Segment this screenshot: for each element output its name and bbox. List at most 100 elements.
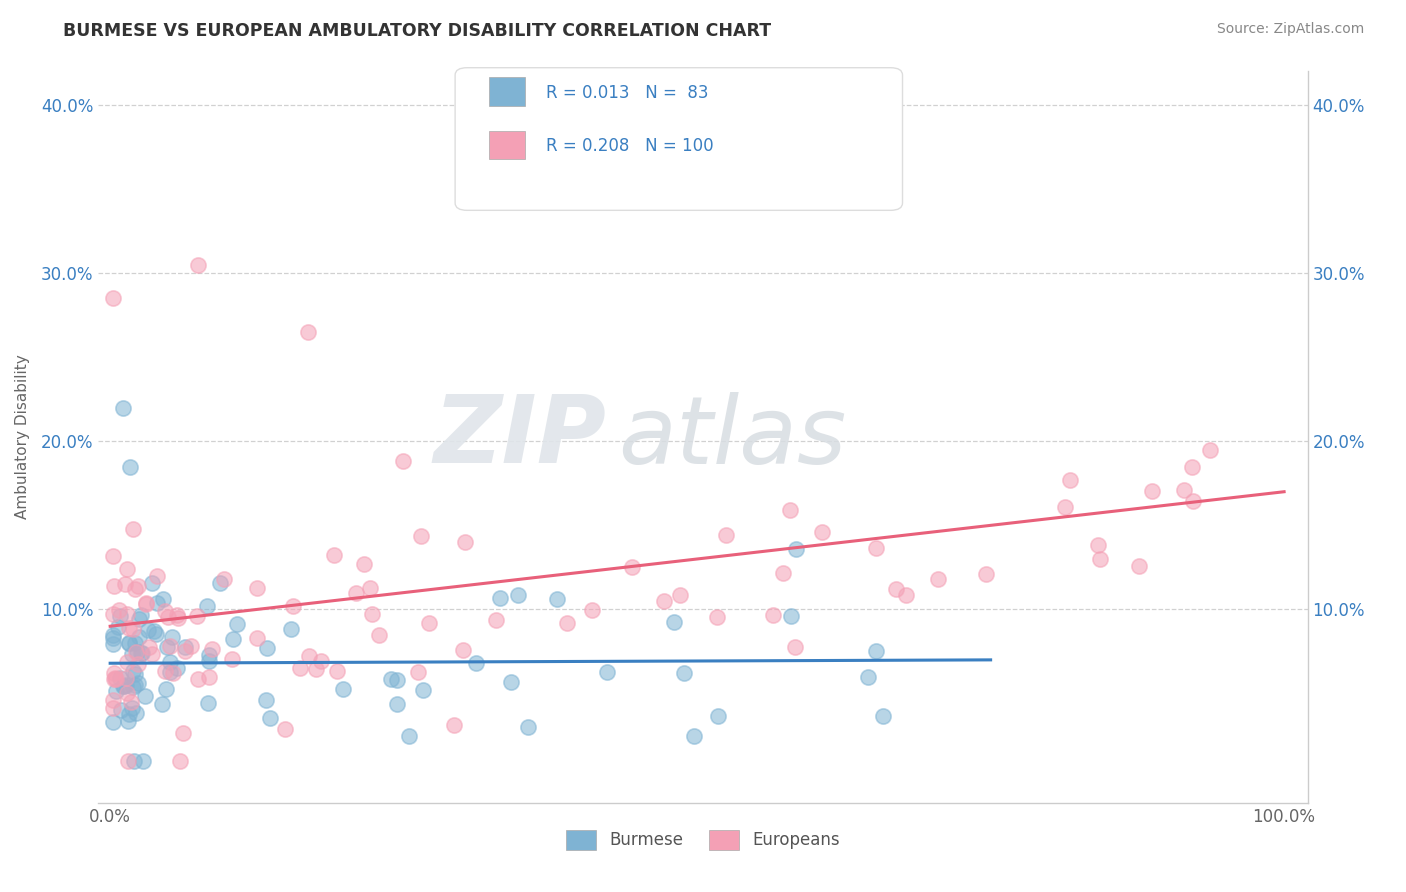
Point [392, 453, 415, 467]
Point [226, 617, 249, 632]
Point [197, 670, 219, 684]
Point [141, 647, 163, 661]
Point [135, 597, 157, 611]
Point [1199, 443, 1222, 458]
Point [785, 640, 807, 654]
Point [101, 291, 124, 305]
Point [101, 700, 124, 714]
Point [108, 603, 131, 617]
Text: ZIP: ZIP [433, 391, 606, 483]
Point [125, 644, 148, 658]
Point [127, 675, 149, 690]
Point [112, 679, 135, 693]
Point [118, 707, 141, 722]
Point [117, 714, 139, 728]
Point [254, 693, 277, 707]
Point [810, 525, 832, 540]
Point [1059, 473, 1081, 487]
Point [304, 662, 326, 676]
Point [762, 608, 785, 623]
Point [166, 607, 188, 622]
Point [323, 548, 346, 562]
Text: BURMESE VS EUROPEAN AMBULATORY DISABILITY CORRELATION CHART: BURMESE VS EUROPEAN AMBULATORY DISABILIT… [63, 22, 772, 40]
Point [155, 681, 177, 696]
Point [856, 670, 879, 684]
Point [706, 709, 728, 723]
Point [197, 599, 219, 614]
Point [101, 693, 124, 707]
Point [103, 665, 125, 680]
Point [146, 569, 169, 583]
Point [274, 722, 297, 736]
Point [714, 527, 737, 541]
Point [785, 542, 807, 557]
Point [311, 654, 333, 668]
Point [555, 615, 578, 630]
Point [128, 612, 150, 626]
Point [325, 664, 347, 678]
Point [596, 665, 619, 679]
Point [387, 697, 409, 711]
Point [222, 632, 245, 647]
Point [103, 631, 125, 645]
Point [118, 636, 141, 650]
Point [187, 258, 209, 272]
Point [131, 646, 153, 660]
Point [128, 630, 150, 644]
Point [124, 582, 146, 597]
Point [122, 754, 145, 768]
Point [361, 607, 384, 621]
Point [124, 677, 146, 691]
Point [256, 641, 278, 656]
Point [172, 726, 194, 740]
Point [246, 631, 269, 645]
Point [418, 615, 440, 630]
Point [138, 640, 160, 655]
Point [122, 664, 145, 678]
Point [104, 671, 127, 685]
Point [108, 609, 131, 624]
Point [485, 614, 508, 628]
Point [107, 620, 129, 634]
Point [380, 672, 402, 686]
Point [1090, 552, 1112, 566]
Point [121, 701, 143, 715]
Point [124, 636, 146, 650]
Point [122, 622, 145, 636]
Point [121, 647, 143, 661]
Point [865, 541, 887, 556]
Point [201, 641, 224, 656]
Point [132, 754, 155, 768]
Point [1140, 484, 1163, 499]
Point [156, 640, 179, 655]
Point [896, 587, 918, 601]
Point [169, 754, 191, 768]
Point [115, 672, 138, 686]
Point [121, 680, 143, 694]
Point [443, 718, 465, 732]
Point [221, 652, 243, 666]
Point [927, 572, 949, 586]
Point [682, 729, 704, 743]
Point [353, 557, 375, 571]
Point [115, 607, 138, 621]
Point [976, 566, 998, 581]
Point [489, 591, 512, 606]
Point [143, 624, 166, 639]
Point [385, 673, 408, 687]
Text: R = 0.208   N = 100: R = 0.208 N = 100 [546, 137, 713, 155]
Point [453, 643, 475, 657]
Point [101, 549, 124, 563]
Point [121, 522, 143, 536]
Point [288, 661, 311, 675]
Point [259, 711, 281, 725]
Point [118, 621, 141, 635]
FancyBboxPatch shape [489, 130, 526, 159]
Point [124, 667, 146, 681]
Point [127, 657, 149, 671]
Point [103, 579, 125, 593]
Point [103, 673, 125, 687]
Legend: Burmese, Europeans: Burmese, Europeans [560, 823, 846, 856]
Point [125, 645, 148, 659]
Point [706, 610, 728, 624]
